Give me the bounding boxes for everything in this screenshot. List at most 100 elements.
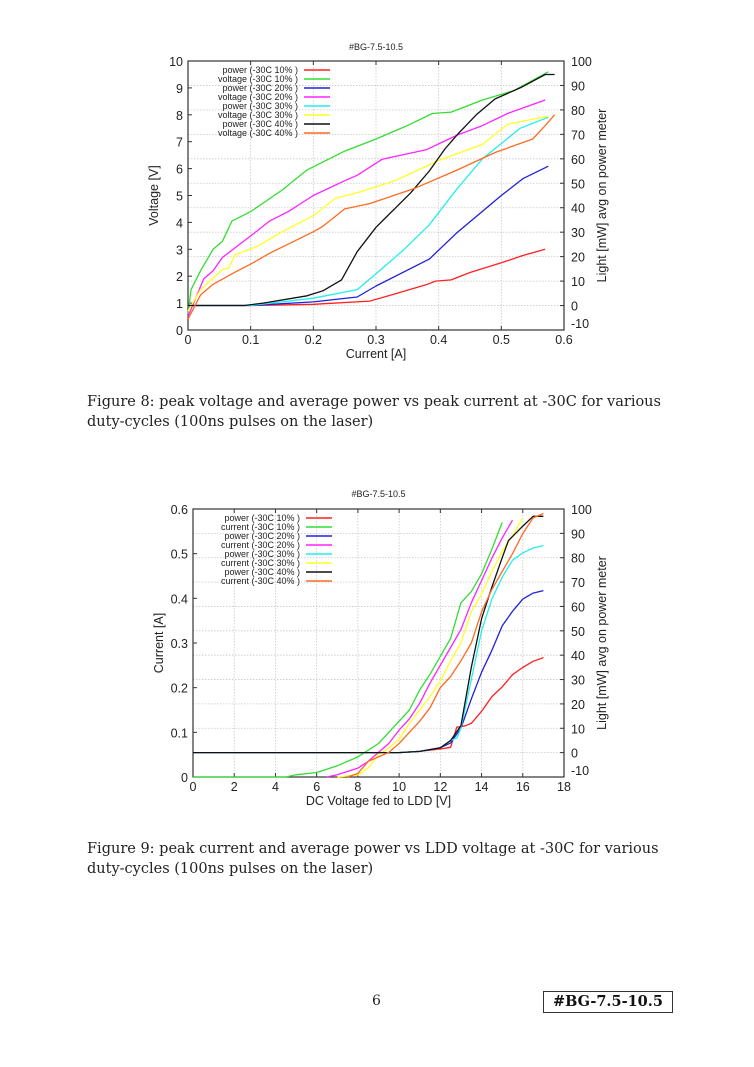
- y2-tick-label: 60: [571, 153, 585, 167]
- y-tick-label: 8: [176, 109, 183, 123]
- y2-axis-label: Light [mW] avg on power meter: [595, 109, 609, 283]
- series-line: [193, 515, 544, 754]
- series-line: [188, 116, 549, 307]
- x-tick-label: 0.2: [305, 333, 322, 347]
- y2-tick-label: -10: [571, 317, 589, 331]
- y2-tick-label: 30: [571, 226, 585, 240]
- y2-tick-label: 80: [571, 104, 585, 118]
- y-axis-label: Current [A]: [152, 613, 166, 673]
- y2-axis-label: Light [mW] avg on power meter: [595, 556, 609, 730]
- y-tick-label: 1: [176, 297, 183, 311]
- x-tick-label: 10: [392, 780, 406, 794]
- figure-8-caption: Figure 8: peak voltage and average power…: [87, 394, 661, 430]
- y2-tick-label: 50: [571, 625, 585, 639]
- y-tick-label: 0: [181, 771, 188, 785]
- legend-label: power (-30C 10% ): [224, 513, 300, 523]
- x-tick-label: 0.6: [555, 333, 572, 347]
- x-tick-label: 18: [557, 780, 571, 794]
- legend-label: voltage (-30C 30% ): [218, 110, 298, 120]
- y2-tick-label: 70: [571, 576, 585, 590]
- series-line: [187, 99, 546, 317]
- y2-tick-label: 20: [571, 251, 585, 265]
- figure-9-plot: 0 2 4 6 8 10 12 14 16 18 0 0.1 0.2 0.3 0.4 0.5 0.6 -10 0 10…: [152, 489, 609, 808]
- legend-label: current (-30C 20% ): [221, 540, 300, 550]
- y-axis-label: Voltage [V]: [147, 165, 161, 225]
- x-tick-label: 6: [313, 780, 320, 794]
- y-tick-label: 0.3: [171, 637, 188, 651]
- chart-title: #BG-7.5-10.5: [349, 42, 403, 52]
- y2-tick-label: 0: [571, 300, 578, 314]
- x-axis-label: DC Voltage fed to LDD [V]: [306, 794, 451, 808]
- y2-tick-label: 100: [571, 55, 592, 69]
- x-tick-label: 0: [190, 780, 197, 794]
- legend-label: power (-30C 40% ): [222, 119, 298, 129]
- y-tick-label: 4: [176, 216, 183, 230]
- series-line: [187, 115, 549, 312]
- y-tick-label: 9: [176, 82, 183, 96]
- chart-title: #BG-7.5-10.5: [351, 489, 405, 499]
- page-number: 6: [372, 993, 381, 1009]
- legend-label: power (-30C 20% ): [222, 83, 298, 93]
- y2-tick-label: 10: [571, 722, 585, 736]
- y-tick-label: 3: [176, 243, 183, 257]
- y-tick-label: 5: [176, 190, 183, 204]
- y2-tick-label: 70: [571, 128, 585, 142]
- series-line: [326, 519, 514, 778]
- series-line: [187, 71, 549, 314]
- x-tick-label: 16: [516, 780, 530, 794]
- legend-label: current (-30C 30% ): [221, 558, 300, 568]
- y-tick-label: 2: [176, 270, 183, 284]
- y-tick-label: 0.6: [171, 503, 188, 517]
- y2-tick-label: 60: [571, 600, 585, 614]
- y-tick-label: 0.1: [171, 726, 188, 740]
- legend-label: voltage (-30C 40% ): [218, 128, 298, 138]
- y2-tick-label: 90: [571, 79, 585, 93]
- x-tick-label: 8: [354, 780, 361, 794]
- series-line: [187, 114, 556, 320]
- y-tick-label: 0.2: [171, 682, 188, 696]
- legend-label: power (-30C 40% ): [224, 567, 300, 577]
- y2-tick-label: 20: [571, 698, 585, 712]
- figure-9-caption: Figure 9: peak current and average power…: [87, 841, 659, 877]
- series-line: [188, 165, 549, 307]
- y2-tick-label: -10: [571, 764, 589, 778]
- document-tag: #BG-7.5-10.5: [543, 991, 673, 1013]
- legend-label: power (-30C 30% ): [222, 101, 298, 111]
- plot-frame: [187, 60, 565, 331]
- y-tick-label: 0.4: [171, 592, 188, 606]
- x-axis-label: Current [A]: [346, 347, 406, 361]
- figure-9-chart: 0 2 4 6 8 10 12 14 16 18 0 0.1 0.2 0.3 0.4 0.5 0.6 -10 0 10…: [0, 440, 754, 820]
- y-tick-label: 0.5: [171, 548, 188, 562]
- legend-label: power (-30C 30% ): [224, 549, 300, 559]
- x-tick-label: 0.5: [493, 333, 510, 347]
- figure-8-chart: 0 0.1 0.2 0.3 0.4 0.5 0.6 0 1 2 3 4 5 6 7 8 9 10 -10 0 10 20 3…: [0, 0, 754, 370]
- y-tick-label: 0: [176, 324, 183, 338]
- legend-label: power (-30C 20% ): [224, 531, 300, 541]
- series-line: [188, 73, 555, 307]
- y2-tick-label: 50: [571, 177, 585, 191]
- series-line: [347, 512, 544, 778]
- y2-tick-label: 30: [571, 674, 585, 688]
- x-tick-label: 14: [475, 780, 489, 794]
- y-tick-label: 7: [176, 136, 183, 150]
- series-line: [193, 522, 503, 778]
- series-line: [337, 517, 524, 778]
- x-tick-label: 0.3: [367, 333, 384, 347]
- y2-tick-label: 10: [571, 275, 585, 289]
- x-tick-label: 0.4: [430, 333, 447, 347]
- x-tick-label: 0: [185, 333, 192, 347]
- y2-tick-label: 80: [571, 552, 585, 566]
- y2-tick-label: 40: [571, 202, 585, 216]
- y2-tick-label: 40: [571, 649, 585, 663]
- y2-tick-label: 100: [571, 503, 592, 517]
- series-line: [193, 656, 544, 754]
- x-tick-label: 2: [231, 780, 238, 794]
- y2-tick-label: 90: [571, 527, 585, 541]
- legend-label: power (-30C 10% ): [222, 65, 298, 75]
- x-tick-label: 4: [272, 780, 279, 794]
- legend-label: voltage (-30C 10% ): [218, 74, 298, 84]
- series-line: [188, 248, 546, 307]
- legend-label: voltage (-30C 20% ): [218, 92, 298, 102]
- x-tick-label: 0.1: [242, 333, 259, 347]
- x-tick-label: 12: [433, 780, 447, 794]
